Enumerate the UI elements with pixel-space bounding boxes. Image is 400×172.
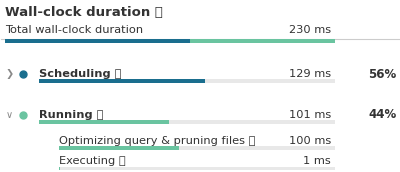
Bar — [39, 120, 169, 124]
Text: 101 ms: 101 ms — [289, 110, 331, 120]
Text: 44%: 44% — [368, 108, 397, 121]
Bar — [59, 166, 60, 170]
Text: Wall-clock duration ⓘ: Wall-clock duration ⓘ — [5, 7, 163, 19]
Text: Scheduling ⓘ: Scheduling ⓘ — [39, 69, 122, 79]
Bar — [59, 146, 179, 150]
Text: Total wall-clock duration: Total wall-clock duration — [5, 25, 144, 35]
Text: 129 ms: 129 ms — [289, 69, 331, 79]
Bar — [190, 39, 335, 43]
Text: ❯: ❯ — [5, 69, 14, 79]
Bar — [5, 39, 335, 43]
Bar — [39, 79, 205, 83]
Bar — [39, 79, 335, 83]
Text: 1 ms: 1 ms — [303, 156, 331, 166]
Text: 230 ms: 230 ms — [289, 25, 331, 35]
Bar — [39, 120, 335, 124]
Text: Running ⓘ: Running ⓘ — [39, 110, 104, 120]
Text: Executing ⓘ: Executing ⓘ — [59, 156, 126, 166]
Text: 56%: 56% — [368, 68, 397, 81]
Bar — [5, 39, 190, 43]
Text: 100 ms: 100 ms — [289, 136, 331, 146]
Text: ∨: ∨ — [5, 110, 12, 120]
Bar — [59, 166, 335, 170]
Text: Optimizing query & pruning files ⓘ: Optimizing query & pruning files ⓘ — [59, 136, 256, 146]
Bar — [59, 146, 335, 150]
